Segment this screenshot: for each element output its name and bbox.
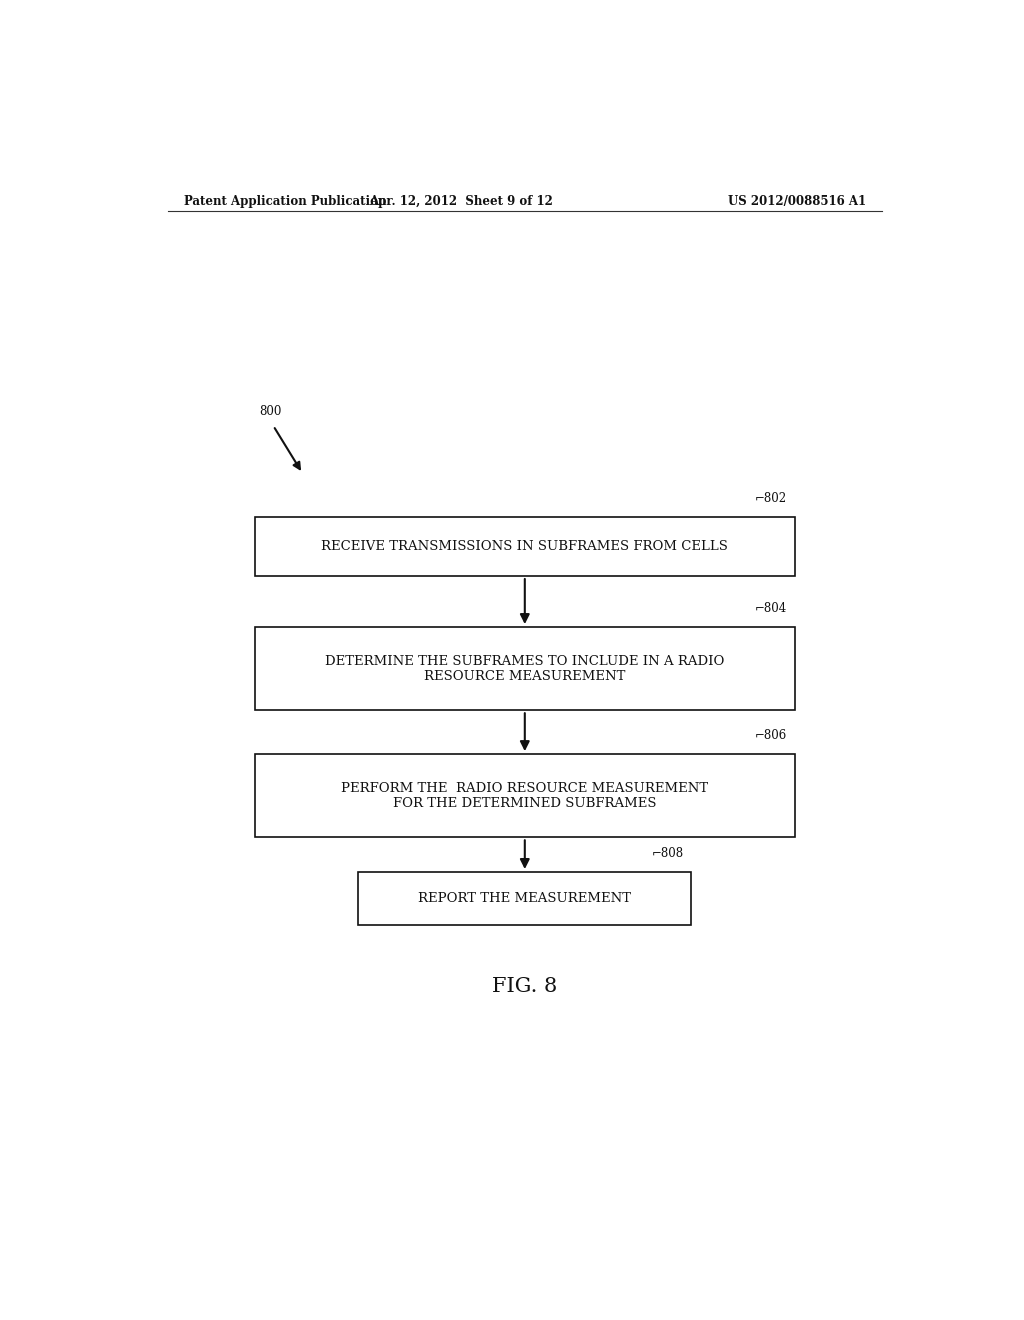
Bar xyxy=(358,873,691,925)
Text: PERFORM THE  RADIO RESOURCE MEASUREMENT
FOR THE DETERMINED SUBFRAMES: PERFORM THE RADIO RESOURCE MEASUREMENT F… xyxy=(341,781,709,809)
Text: Apr. 12, 2012  Sheet 9 of 12: Apr. 12, 2012 Sheet 9 of 12 xyxy=(370,194,553,207)
Text: 800: 800 xyxy=(259,405,282,417)
Text: REPORT THE MEASUREMENT: REPORT THE MEASUREMENT xyxy=(418,892,632,904)
Text: ⌐806: ⌐806 xyxy=(755,729,786,742)
Bar xyxy=(255,517,795,576)
Text: DETERMINE THE SUBFRAMES TO INCLUDE IN A RADIO
RESOURCE MEASUREMENT: DETERMINE THE SUBFRAMES TO INCLUDE IN A … xyxy=(325,655,725,682)
Bar xyxy=(255,754,795,837)
Text: ⌐802: ⌐802 xyxy=(755,492,786,506)
Text: Patent Application Publication: Patent Application Publication xyxy=(183,194,386,207)
Text: ⌐804: ⌐804 xyxy=(755,602,786,615)
Text: RECEIVE TRANSMISSIONS IN SUBFRAMES FROM CELLS: RECEIVE TRANSMISSIONS IN SUBFRAMES FROM … xyxy=(322,540,728,553)
Text: ⌐808: ⌐808 xyxy=(651,846,684,859)
Text: US 2012/0088516 A1: US 2012/0088516 A1 xyxy=(728,194,866,207)
Bar xyxy=(255,627,795,710)
Text: FIG. 8: FIG. 8 xyxy=(493,977,557,997)
